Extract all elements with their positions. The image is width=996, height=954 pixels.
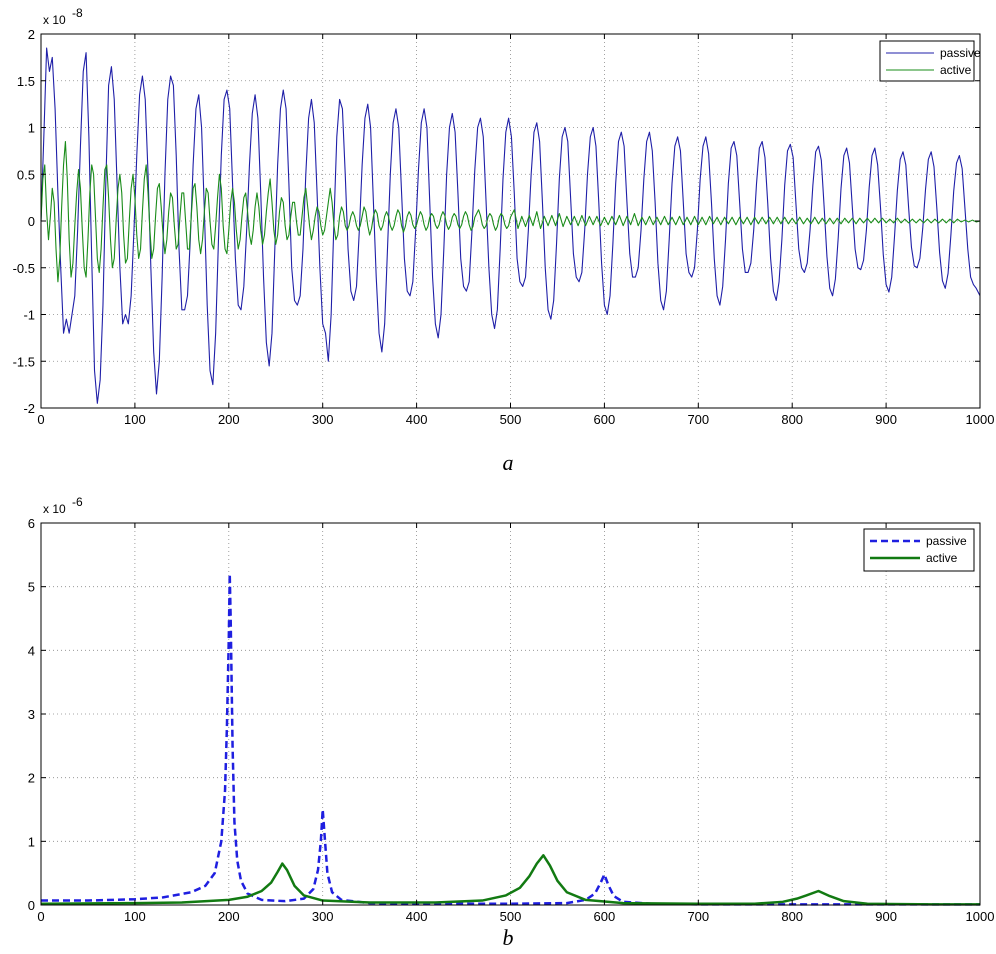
- y-tick-label: 1: [28, 834, 35, 849]
- x-tick-label: 0: [37, 412, 44, 427]
- y-tick-label: 4: [28, 643, 35, 658]
- x-tick-label: 1000: [966, 909, 995, 924]
- y-tick-label: 1.5: [17, 74, 35, 89]
- x-tick-label: 300: [312, 412, 334, 427]
- x-tick-label: 0: [37, 909, 44, 924]
- legend-box: [879, 40, 975, 82]
- y-tick-label: 1: [28, 121, 35, 136]
- x-tick-label: 600: [594, 412, 616, 427]
- legend-label-active: active: [926, 551, 958, 565]
- series-active: [40, 854, 980, 906]
- x-tick-label: 1000: [966, 412, 995, 427]
- y-tick-label: 3: [28, 707, 35, 722]
- y-tick-label: 6: [28, 516, 35, 531]
- y-tick-label: 0: [28, 898, 35, 913]
- chart-a: 0 100 200 300 400 500 600 700 800 900 1000 -2 -1.5 -1…: [13, 6, 995, 427]
- series-active: [40, 140, 981, 283]
- x-tick-label: 400: [406, 412, 428, 427]
- caption-a: a: [503, 450, 514, 475]
- y-tick-label: 2: [28, 27, 35, 42]
- x-tick-label: 400: [406, 909, 428, 924]
- y-tick-label: 2: [28, 771, 35, 786]
- x-tick-label: 200: [218, 412, 240, 427]
- x-tick-label: 300: [312, 909, 334, 924]
- legend-label-active: active: [940, 63, 972, 77]
- y-tick-label: -2: [23, 401, 35, 416]
- legend-label-passive: passive: [926, 534, 967, 548]
- chart-b: 0 100 200 300 400 500 600 700 800 900 1000 0 1 2 3 4 5 6x…: [28, 495, 995, 924]
- x-tick-label: 800: [781, 909, 803, 924]
- y-tick-label: -0.5: [13, 261, 35, 276]
- caption-b: b: [503, 925, 514, 950]
- x-tick-label: 100: [124, 412, 146, 427]
- x-tick-label: 500: [500, 412, 522, 427]
- x-tick-label: 700: [687, 412, 709, 427]
- y-tick-label: 0: [28, 214, 35, 229]
- x-tick-label: 900: [875, 412, 897, 427]
- x-tick-label: 200: [218, 909, 240, 924]
- x-tick-label: 800: [781, 412, 803, 427]
- y-multiplier-exponent: -6: [72, 495, 83, 509]
- legend-label-passive: passive: [940, 46, 981, 60]
- y-tick-label: 0.5: [17, 167, 35, 182]
- x-tick-label: 700: [687, 909, 709, 924]
- x-tick-label: 600: [594, 909, 616, 924]
- x-tick-label: 900: [875, 909, 897, 924]
- y-multiplier-exponent: -8: [72, 6, 83, 20]
- y-multiplier-label: x 10: [43, 502, 66, 516]
- legend-box: [863, 528, 975, 572]
- x-tick-label: 100: [124, 909, 146, 924]
- series-passive: [40, 47, 981, 404]
- y-multiplier-label: x 10: [43, 13, 66, 27]
- y-tick-label: 5: [28, 580, 35, 595]
- series-passive: [41, 572, 980, 906]
- y-tick-label: -1.5: [13, 354, 35, 369]
- y-tick-label: -1: [23, 308, 35, 323]
- x-tick-label: 500: [500, 909, 522, 924]
